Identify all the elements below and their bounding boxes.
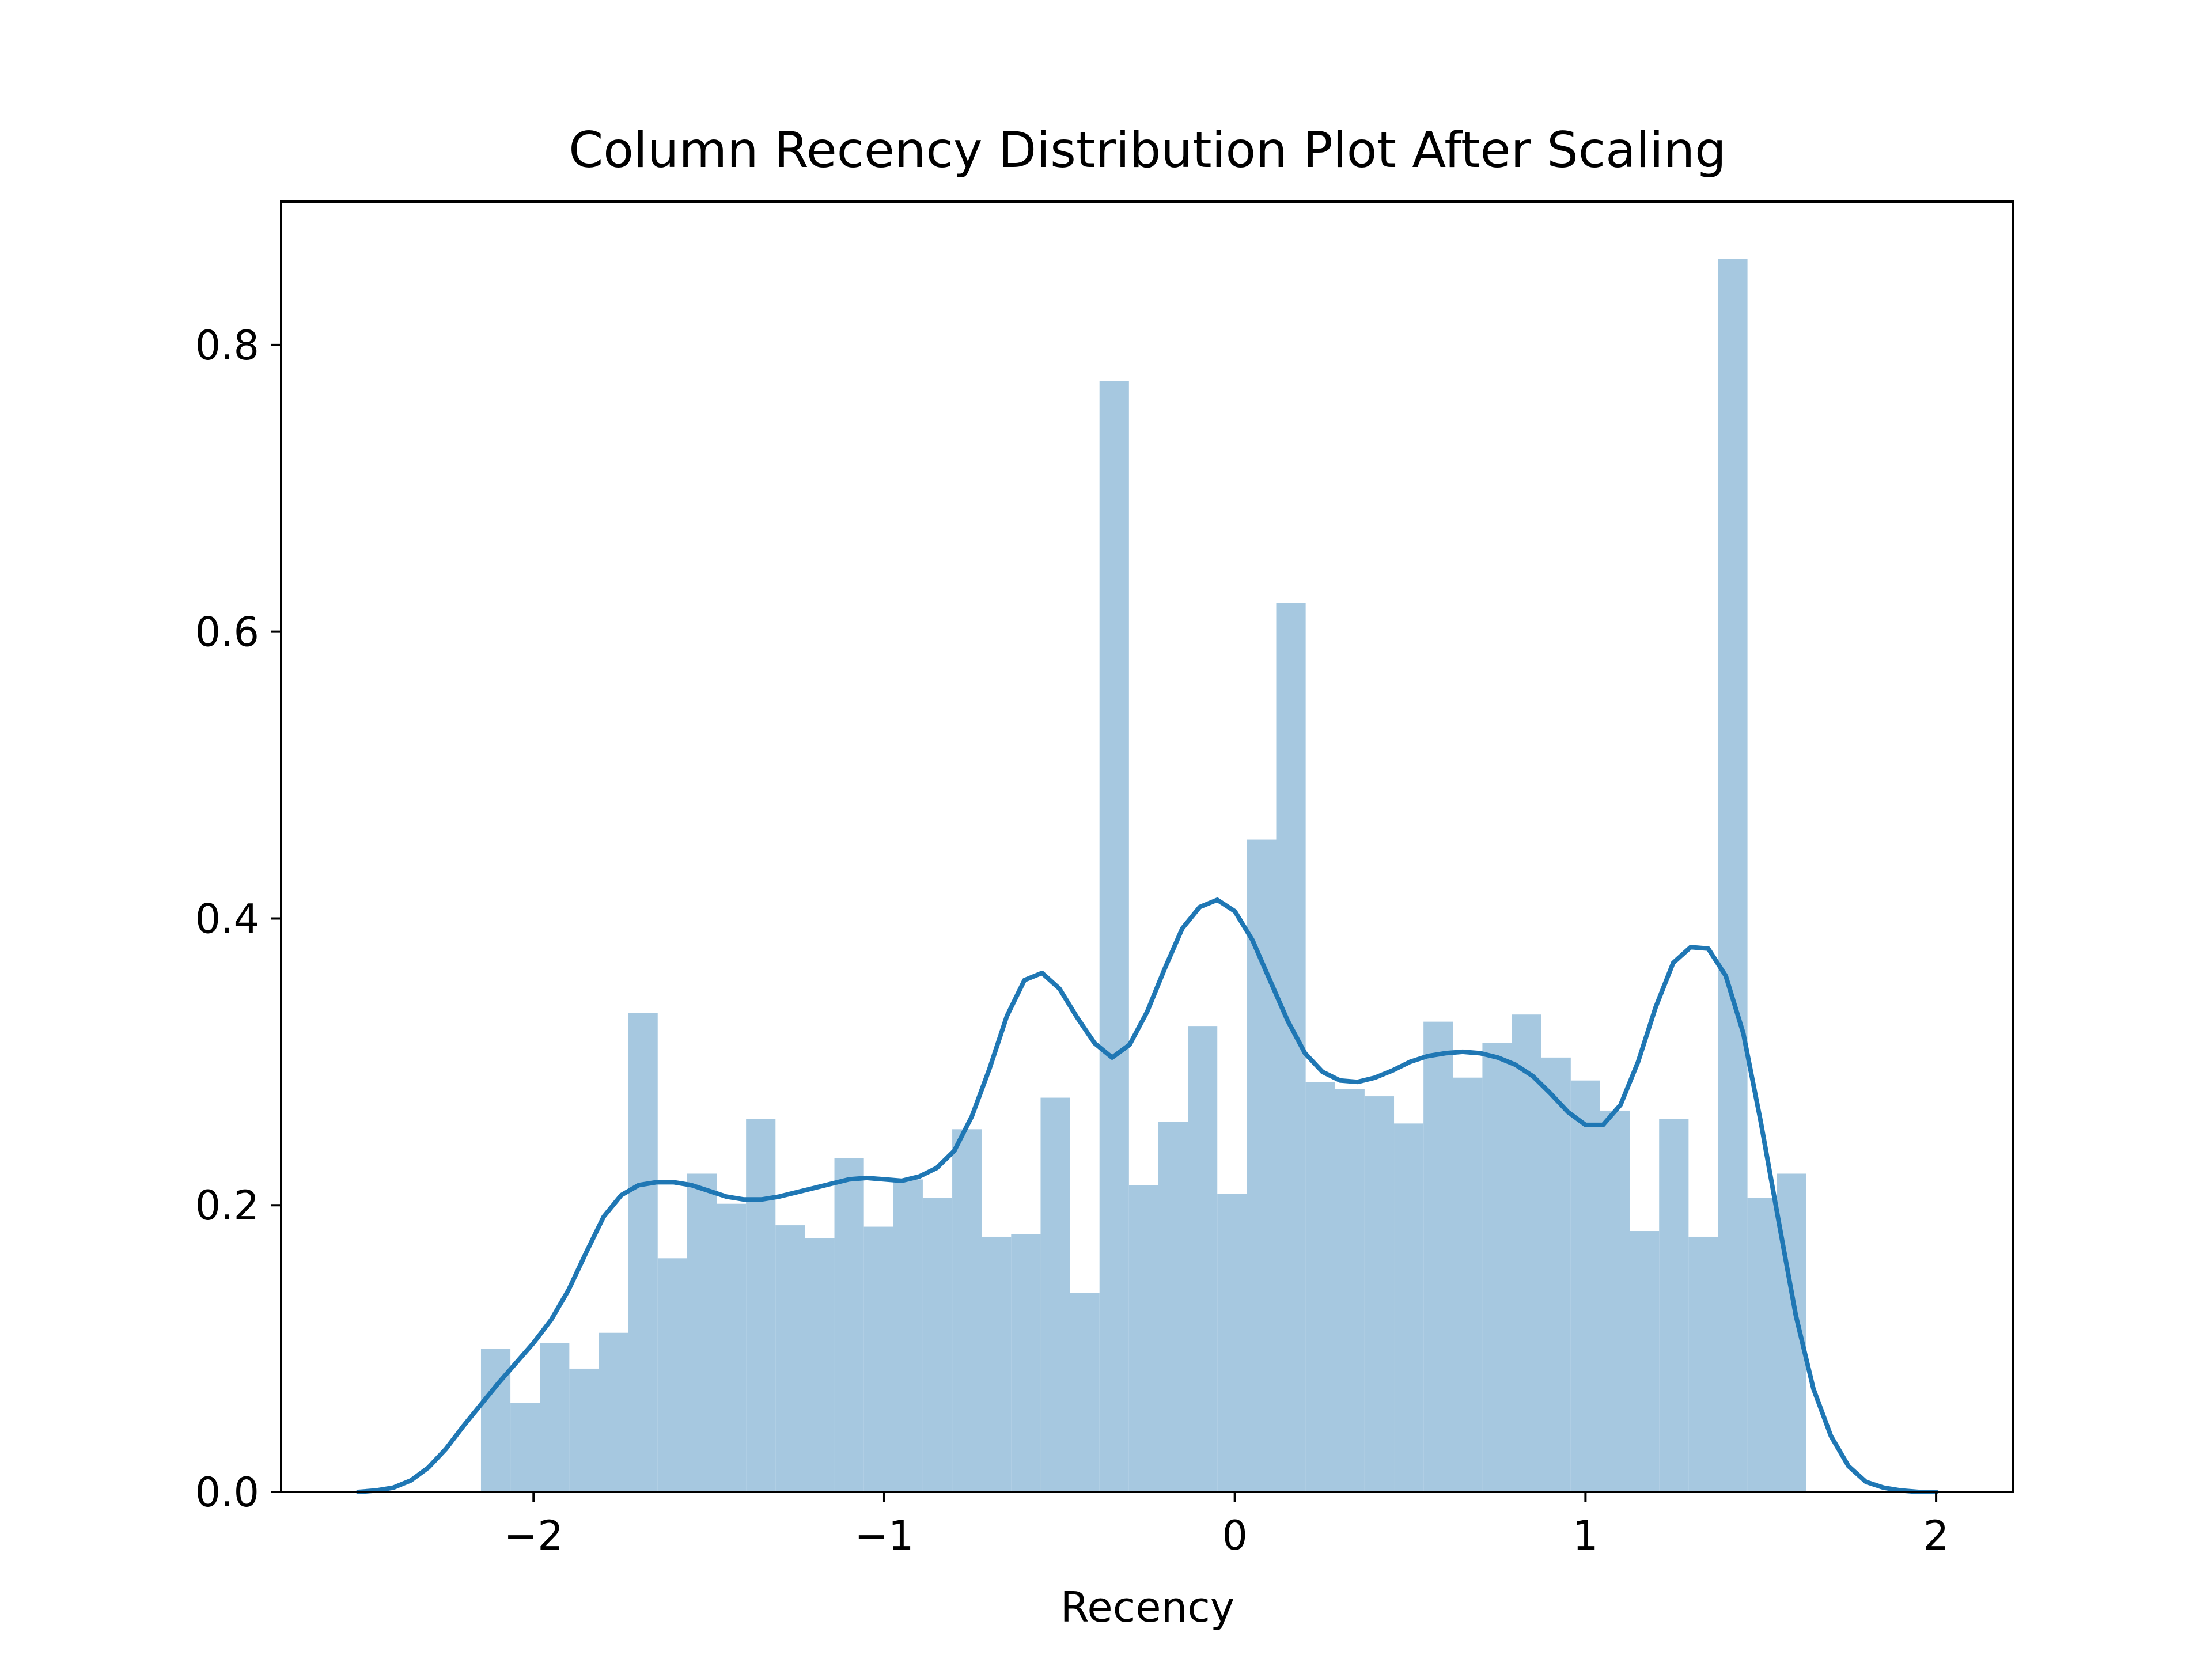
histogram-bar (1011, 1234, 1041, 1492)
histogram-bar (982, 1236, 1012, 1492)
histogram-bars (480, 259, 1806, 1492)
x-tick-label: −2 (504, 1512, 563, 1559)
histogram-bar (628, 1013, 658, 1492)
histogram-bar (1600, 1110, 1630, 1492)
histogram-bar (569, 1368, 599, 1492)
x-tick-label: 0 (1222, 1512, 1248, 1559)
histogram-bar (1512, 1014, 1541, 1492)
histogram-bar (1688, 1236, 1718, 1492)
histogram-bar (805, 1238, 835, 1492)
histogram-bar (1659, 1119, 1689, 1492)
histogram-bar (893, 1179, 923, 1492)
histogram-bar (952, 1129, 982, 1492)
histogram-bar (863, 1226, 893, 1492)
histogram-bar (480, 1349, 511, 1492)
x-tick-label: −1 (854, 1512, 914, 1559)
plot-area (355, 259, 1939, 1494)
kde-curve (355, 897, 1939, 1494)
histogram-bar (1453, 1077, 1483, 1492)
x-axis-label: Recency (1060, 1583, 1235, 1631)
histogram-bar (1423, 1021, 1453, 1492)
histogram-bar (1718, 259, 1748, 1492)
histogram-bar (1394, 1123, 1424, 1492)
axes-frame (280, 200, 2014, 1493)
histogram-bar (1217, 1194, 1247, 1492)
histogram-bar (1364, 1096, 1395, 1492)
histogram-bar (717, 1203, 747, 1492)
histogram-bar (775, 1225, 805, 1492)
chart-title: Column Recency Distribution Plot After S… (569, 122, 1726, 179)
histogram-bar (1040, 1097, 1070, 1492)
histogram-bar (1070, 1293, 1100, 1492)
histogram-bar (1482, 1043, 1512, 1492)
histogram-bar (687, 1173, 717, 1492)
histogram-bar (510, 1403, 540, 1492)
histogram-bar (1570, 1080, 1600, 1492)
histogram-bar (834, 1158, 864, 1492)
histogram-bar (1747, 1198, 1777, 1492)
x-axis-ticks: −2 −1 0 1 2 (504, 1492, 1949, 1559)
histogram-bar (657, 1258, 687, 1492)
histogram-bar (746, 1119, 776, 1492)
x-tick-label: 2 (1923, 1512, 1949, 1559)
histogram-bar (599, 1332, 628, 1492)
histogram-bar (1335, 1089, 1365, 1492)
y-tick-label: 0.8 (195, 322, 259, 369)
histogram-bar (1188, 1026, 1218, 1492)
histogram-bar (1541, 1057, 1571, 1492)
histogram-bar (1128, 1185, 1158, 1492)
y-tick-label: 0.4 (195, 895, 259, 942)
y-axis-ticks: 0.0 0.2 0.4 0.6 0.8 (195, 322, 281, 1516)
y-tick-label: 0.0 (195, 1469, 259, 1516)
histogram-bar (540, 1343, 570, 1492)
y-tick-label: 0.6 (195, 609, 259, 656)
x-tick-label: 1 (1573, 1512, 1599, 1559)
histogram-bar (1099, 381, 1129, 1492)
histogram-bar (1630, 1231, 1660, 1492)
histogram-bar (1158, 1122, 1188, 1492)
histogram-bar (1305, 1082, 1335, 1492)
y-tick-label: 0.2 (195, 1182, 259, 1229)
histogram-bar (1247, 839, 1277, 1492)
histogram-bar (922, 1198, 953, 1492)
